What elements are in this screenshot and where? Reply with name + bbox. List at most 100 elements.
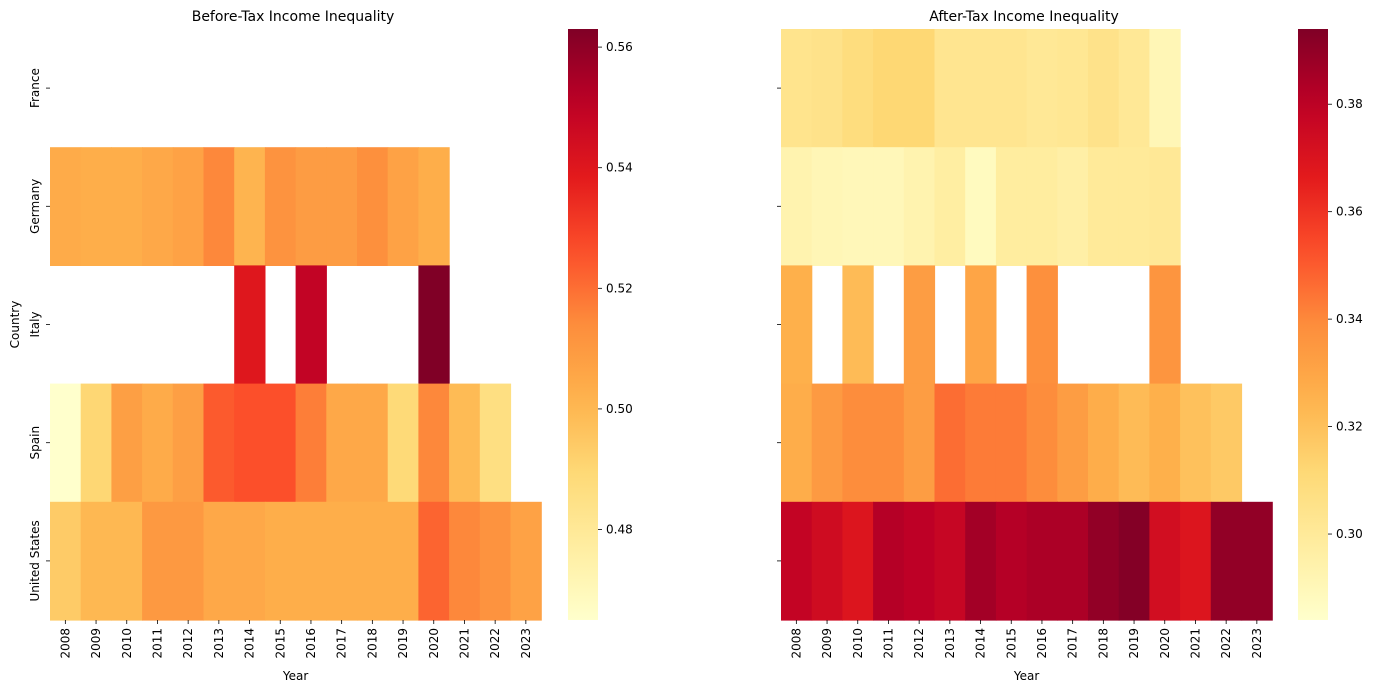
heatmap-cell: [172, 501, 205, 621]
heatmap-cell: [357, 147, 389, 266]
heatmap-cell: [326, 147, 358, 266]
heatmap-cell: [995, 29, 1028, 148]
heatmap-cell: [1149, 265, 1181, 385]
heatmap-cell: [326, 501, 358, 621]
heatmap-cell: [903, 147, 936, 266]
y-tick-label: United States: [28, 520, 42, 601]
heatmap-cell: [873, 29, 905, 148]
heatmap-cell: [326, 383, 358, 503]
heatmap-cell: [1057, 383, 1089, 503]
heatmap-cell: [418, 147, 450, 266]
x-tick-label: 2009: [89, 628, 103, 659]
heatmap-cell: [172, 147, 205, 266]
heatmap-cell: [965, 383, 997, 503]
heatmap-cell: [1057, 501, 1089, 621]
heatmap-cell: [1210, 383, 1243, 503]
heatmap-cell: [1088, 29, 1120, 148]
heatmap-cell: [234, 501, 266, 621]
colorbar-tick-label: 0.52: [606, 281, 633, 295]
heatmap-cell: [172, 383, 205, 503]
heatmap-cell: [449, 383, 481, 503]
heatmap-cell: [234, 265, 266, 385]
x-tick-label: 2015: [1004, 628, 1018, 659]
x-tick-label: 2018: [365, 628, 379, 659]
heatmap-cell: [1210, 501, 1243, 621]
colorbar-tick-label: 0.32: [1336, 420, 1363, 434]
heatmap-cell: [965, 265, 997, 385]
x-tick-label: 2012: [912, 628, 926, 659]
x-tick-label: 2014: [974, 628, 988, 659]
heatmap-cell: [234, 147, 266, 266]
x-tick-label: 2019: [396, 628, 410, 659]
heatmap-cell: [781, 265, 813, 385]
x-tick-label: 2010: [851, 628, 865, 659]
heatmap-cell: [1149, 383, 1181, 503]
heatmap-cell: [1026, 265, 1058, 385]
heatmap-cell: [234, 383, 266, 503]
x-tick-label: 2016: [1035, 628, 1049, 659]
chart-title: Before-Tax Income Inequality: [192, 9, 395, 25]
heatmap-cell: [203, 147, 235, 266]
x-tick-label: 2013: [212, 628, 226, 659]
heatmap-cell: [387, 501, 419, 621]
heatmap-cell: [387, 147, 419, 266]
x-tick-label: 2020: [1158, 628, 1172, 659]
heatmap-cell: [1149, 147, 1181, 266]
heatmap-cell: [1088, 501, 1120, 621]
heatmap-cell: [80, 501, 112, 621]
heatmap-cell: [965, 147, 997, 266]
heatmap-cell: [357, 501, 389, 621]
heatmap-cell: [1149, 501, 1181, 621]
heatmap-cell: [903, 501, 936, 621]
x-tick-label: 2010: [120, 628, 134, 659]
heatmap-cell: [418, 501, 450, 621]
x-tick-label: 2021: [1188, 628, 1202, 659]
x-tick-label: 2017: [1066, 628, 1080, 659]
y-tick-label: Italy: [28, 311, 42, 337]
heatmap-cell: [357, 383, 389, 503]
heatmap-cell: [873, 383, 905, 503]
y-tick-label: Germany: [28, 179, 42, 234]
heatmap-cell: [142, 147, 174, 266]
heatmap-cell: [781, 29, 813, 148]
colorbar-tick-label: 0.38: [1336, 97, 1363, 111]
colorbar-tick-label: 0.54: [606, 161, 633, 175]
colorbar: [568, 29, 598, 620]
x-tick-label: 2023: [519, 628, 533, 659]
heatmap-cell: [80, 383, 112, 503]
heatmap-cell: [510, 501, 542, 621]
x-tick-label: 2009: [820, 628, 834, 659]
heatmap-cell: [1118, 501, 1150, 621]
x-tick-label: 2013: [943, 628, 957, 659]
heatmap-cell: [965, 29, 997, 148]
heatmap-cell: [50, 147, 82, 266]
heatmap-cell: [781, 147, 813, 266]
x-tick-label: 2019: [1127, 628, 1141, 659]
heatmap-cell: [479, 383, 512, 503]
heatmap-cell: [965, 501, 997, 621]
heatmap-cell: [1026, 501, 1058, 621]
heatmap-cell: [995, 501, 1028, 621]
heatmap-cell: [873, 147, 905, 266]
heatmap-cell: [1118, 147, 1150, 266]
x-tick-label: 2015: [273, 628, 287, 659]
heatmap-cell: [811, 383, 843, 503]
heatmap-cell: [449, 501, 481, 621]
colorbar-tick-label: 0.30: [1336, 527, 1363, 541]
heatmap-cell: [1180, 501, 1212, 621]
heatmap-cell: [418, 383, 450, 503]
heatmap-cell: [479, 501, 512, 621]
x-tick-label: 2011: [150, 628, 164, 659]
heatmap-cell: [295, 147, 327, 266]
heatmap-cell: [1057, 29, 1089, 148]
x-axis-label: Year: [1013, 669, 1039, 683]
heatmap-cell: [781, 501, 813, 621]
heatmap-cell: [264, 501, 297, 621]
heatmap-cell: [50, 383, 82, 503]
colorbar-tick-label: 0.34: [1336, 312, 1363, 326]
heatmap-cell: [1057, 147, 1089, 266]
heatmap-cell: [1088, 383, 1120, 503]
heatmap-cell: [1026, 147, 1058, 266]
x-tick-label: 2008: [58, 628, 72, 659]
